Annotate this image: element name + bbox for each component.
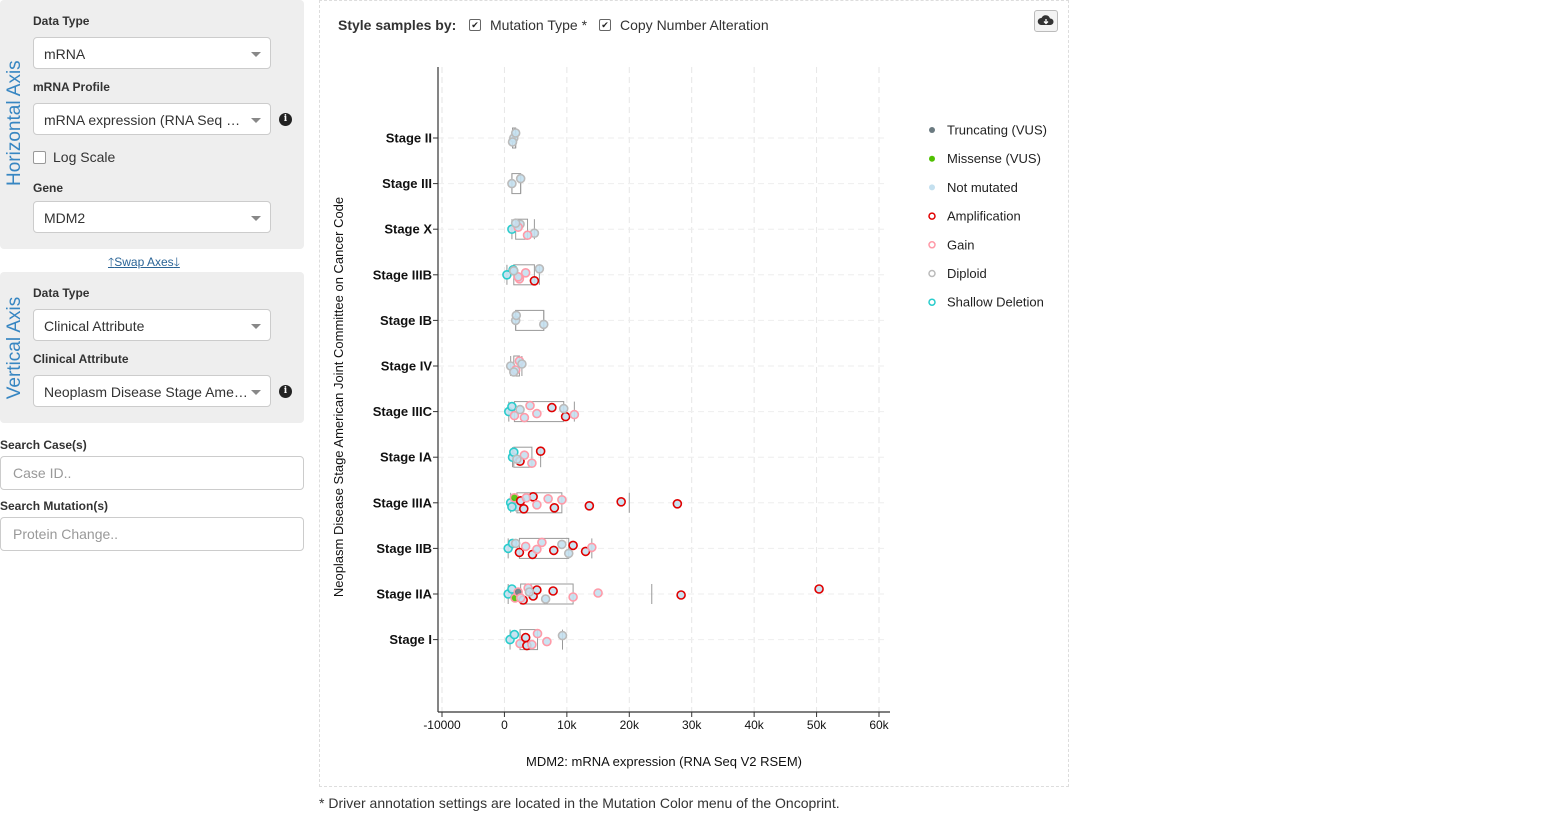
- h-data-type-select[interactable]: mRNA: [33, 37, 271, 69]
- style-samples-label: Style samples by:: [338, 17, 457, 33]
- v-clinical-attribute-select[interactable]: Neoplasm Disease Stage American Joint Co…: [33, 375, 271, 407]
- plot-container: [319, 0, 1069, 787]
- search-cases-input[interactable]: [0, 456, 304, 490]
- info-icon[interactable]: i: [279, 385, 292, 398]
- cna-checkbox[interactable]: ✔: [599, 19, 611, 31]
- h-data-type-label: Data Type: [33, 14, 90, 28]
- arrow-up-icon: 🡑: [108, 255, 115, 269]
- h-data-type-value: mRNA: [44, 46, 86, 62]
- h-mrna-profile-select[interactable]: mRNA expression (RNA Seq V2 RSEM): [33, 103, 271, 135]
- chevron-down-icon: [251, 390, 261, 395]
- log-scale-checkbox[interactable]: [33, 151, 46, 164]
- h-mrna-profile-label: mRNA Profile: [33, 80, 110, 94]
- horizontal-axis-title: Horizontal Axis: [4, 60, 25, 186]
- h-gene-select[interactable]: MDM2: [33, 201, 271, 233]
- v-data-type-value: Clinical Attribute: [44, 318, 145, 334]
- search-cases-label: Search Case(s): [0, 438, 87, 452]
- log-scale-label: Log Scale: [53, 149, 116, 165]
- cloud-download-icon: [1037, 15, 1054, 25]
- vertical-axis-panel: Vertical Axis Data Type Clinical Attribu…: [0, 272, 304, 423]
- chevron-down-icon: [251, 324, 261, 329]
- h-gene-value: MDM2: [44, 210, 86, 226]
- cna-label: Copy Number Alteration: [620, 17, 769, 33]
- chevron-down-icon: [251, 216, 261, 221]
- download-button[interactable]: [1034, 10, 1058, 32]
- search-mutations-label: Search Mutation(s): [0, 499, 109, 513]
- swap-axes-label: Swap Axes: [114, 255, 174, 269]
- footnote: * Driver annotation settings are located…: [319, 795, 840, 811]
- v-data-type-select[interactable]: Clinical Attribute: [33, 309, 271, 341]
- v-clinical-attribute-label: Clinical Attribute: [33, 352, 129, 366]
- h-mrna-profile-value: mRNA expression (RNA Seq V2 RSEM): [44, 112, 249, 128]
- mutation-type-checkbox[interactable]: ✔: [469, 19, 481, 31]
- info-icon[interactable]: i: [279, 113, 292, 126]
- arrow-down-icon: 🡓: [173, 255, 180, 269]
- mutation-type-label: Mutation Type *: [490, 17, 588, 33]
- swap-axes-button[interactable]: 🡑Swap Axes🡓: [108, 253, 180, 274]
- horizontal-axis-panel: Horizontal Axis Data Type mRNA mRNA Prof…: [0, 0, 304, 249]
- chevron-down-icon: [251, 118, 261, 123]
- h-gene-label: Gene: [33, 181, 64, 195]
- chevron-down-icon: [251, 52, 261, 57]
- v-data-type-label: Data Type: [33, 286, 90, 300]
- vertical-axis-title: Vertical Axis: [4, 296, 25, 400]
- v-clinical-attribute-value: Neoplasm Disease Stage American Joint Co…: [44, 384, 249, 400]
- search-mutations-input[interactable]: [0, 517, 304, 551]
